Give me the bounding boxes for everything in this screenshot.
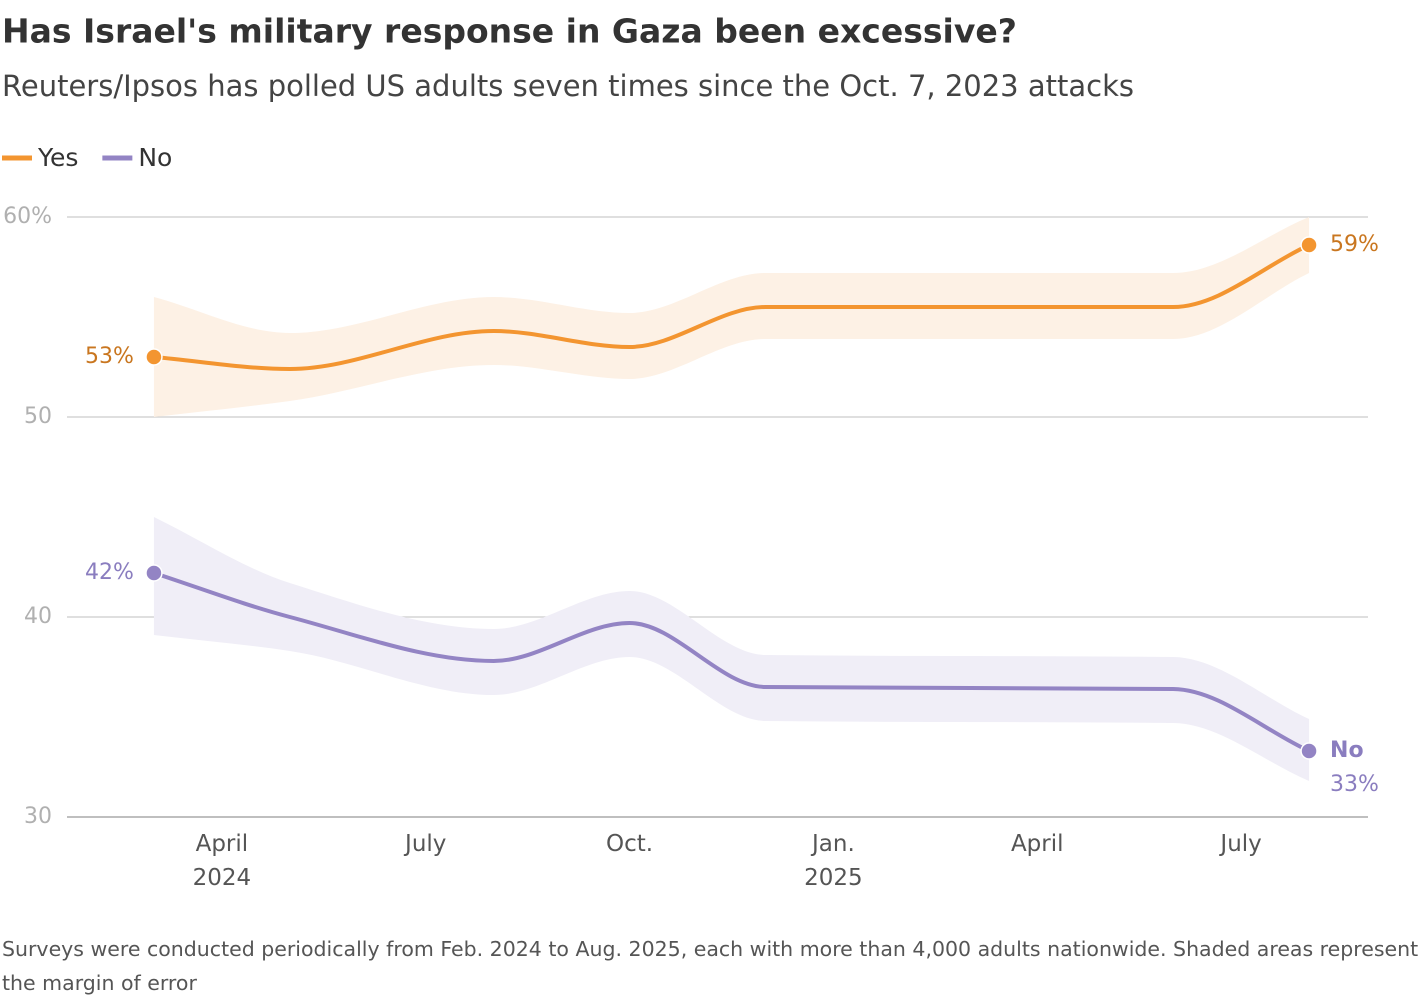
legend-label: No (138, 143, 172, 172)
value-label: 42% (85, 560, 134, 585)
x-tick-label: July (1220, 831, 1262, 857)
value-label: 33% (1330, 772, 1379, 797)
x-tick-label: Oct. (606, 831, 654, 857)
y-tick-label: 50 (24, 404, 52, 429)
x-tick-label: July (405, 831, 447, 857)
x-tick-label: April (1010, 831, 1064, 857)
legend-label: Yes (37, 143, 78, 172)
y-tick-label: 40 (24, 604, 52, 629)
value-label: 59% (1330, 232, 1379, 257)
error-band (153, 217, 1310, 417)
x-tick-box: Oct. (606, 831, 654, 857)
value-label: 53% (85, 344, 134, 369)
point (1300, 236, 1318, 254)
point (145, 564, 163, 582)
line (153, 571, 1310, 753)
note-box: Surveys were conducted periodically from… (2, 937, 1419, 995)
x-tick-label: Jan. 2025 (804, 831, 863, 891)
point (145, 348, 163, 366)
series-end-label: No (1330, 738, 1364, 763)
line (153, 243, 1310, 372)
point (1300, 742, 1318, 760)
chart-subtitle: Reuters/Ipsos has polled US adults seven… (2, 69, 1134, 103)
x-tick-label: April 2024 (192, 831, 252, 891)
chart-note: Surveys were conducted periodically from… (2, 937, 1419, 995)
x-tick-box: July (1220, 831, 1262, 857)
y-tick-label: 60% (3, 204, 52, 229)
x-tick-box: April 2024 (192, 831, 252, 891)
x-tick-box: Jan. 2025 (804, 831, 863, 891)
error-band (153, 517, 1310, 781)
chart-title: Has Israel's military response in Gaza b… (2, 12, 1017, 51)
x-tick-box: April (1010, 831, 1064, 857)
x-tick-box: July (405, 831, 447, 857)
y-tick-label: 30 (24, 804, 52, 829)
